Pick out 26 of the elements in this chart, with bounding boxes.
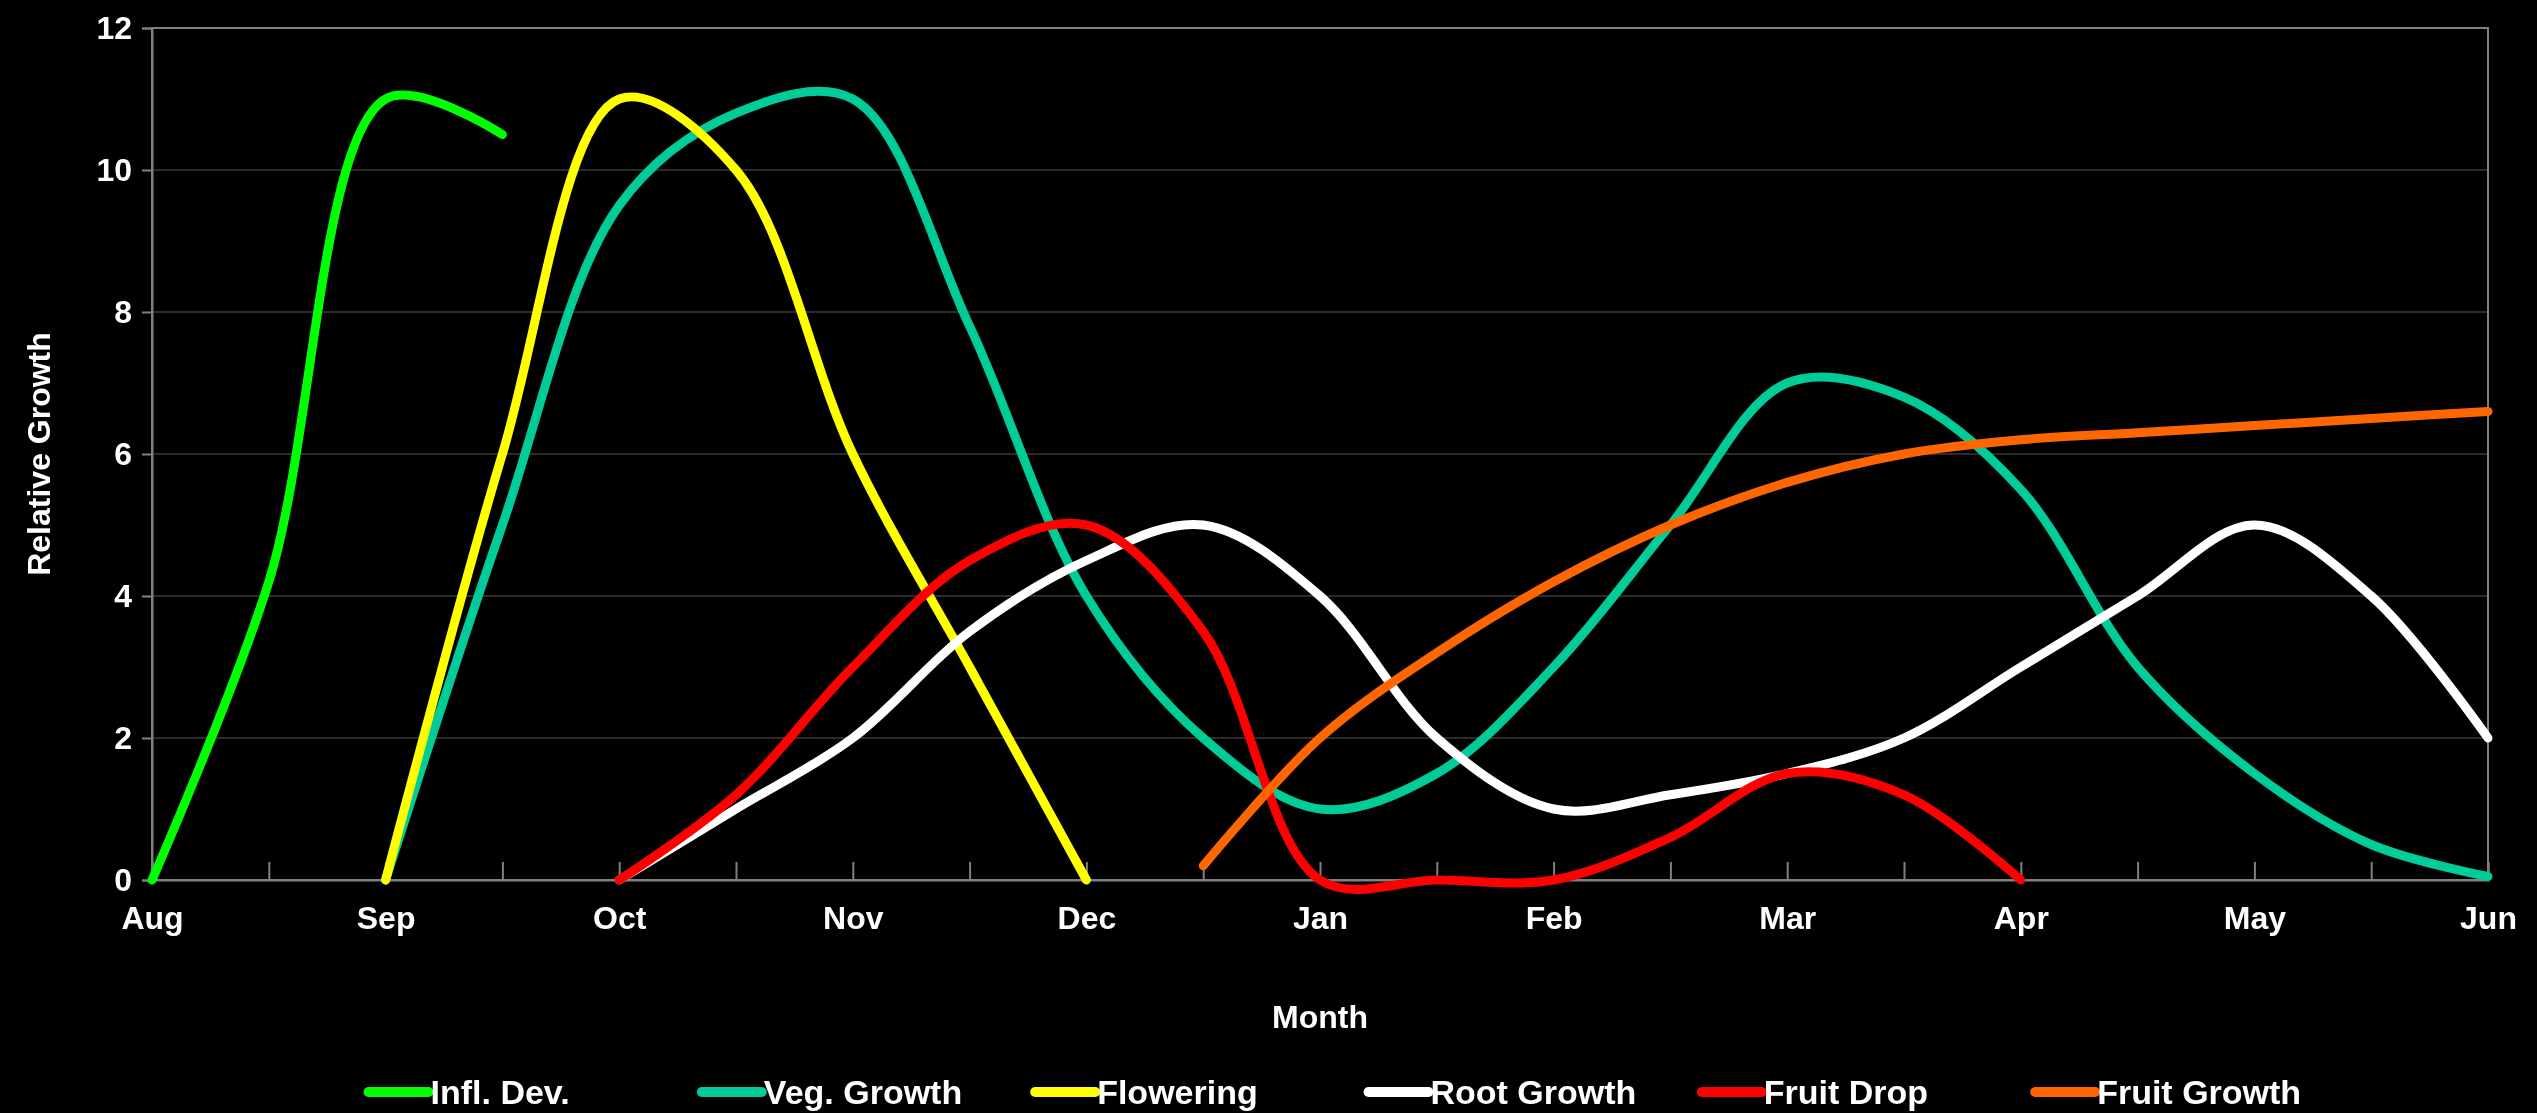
legend-label: Veg. Growth (763, 1073, 963, 1111)
x-tick-label: Jan (1292, 899, 1349, 936)
legend-label: Root Growth (1430, 1073, 1637, 1111)
y-axis-title: Relative Growth (21, 332, 57, 576)
y-tick-label: 6 (114, 435, 132, 472)
x-tick-label: Nov (823, 899, 884, 936)
x-tick-label: Aug (121, 899, 184, 936)
x-axis-title: Month (1272, 999, 1368, 1035)
x-tick-label: Oct (593, 899, 647, 936)
x-tick-label: Mar (1759, 899, 1817, 936)
x-tick-label: Apr (1993, 899, 2049, 936)
y-tick-label: 2 (114, 719, 132, 756)
legend-label: Fruit Growth (2097, 1073, 2302, 1111)
y-tick-label: 8 (114, 293, 132, 330)
legend-label: Infl. Dev. (430, 1073, 570, 1111)
y-tick-label: 12 (96, 9, 132, 46)
y-tick-label: 4 (114, 577, 133, 614)
x-tick-label: Feb (1525, 899, 1583, 936)
x-tick-label: Sep (356, 899, 416, 936)
legend-label: Fruit Drop (1763, 1073, 1929, 1111)
y-tick-label: 10 (96, 151, 132, 188)
y-tick-label: 0 (114, 861, 132, 898)
legend-label: Flowering (1097, 1073, 1258, 1111)
x-tick-label: Jun (2460, 899, 2517, 936)
x-tick-label: Dec (1057, 899, 1117, 936)
x-tick-label: May (2223, 899, 2287, 936)
